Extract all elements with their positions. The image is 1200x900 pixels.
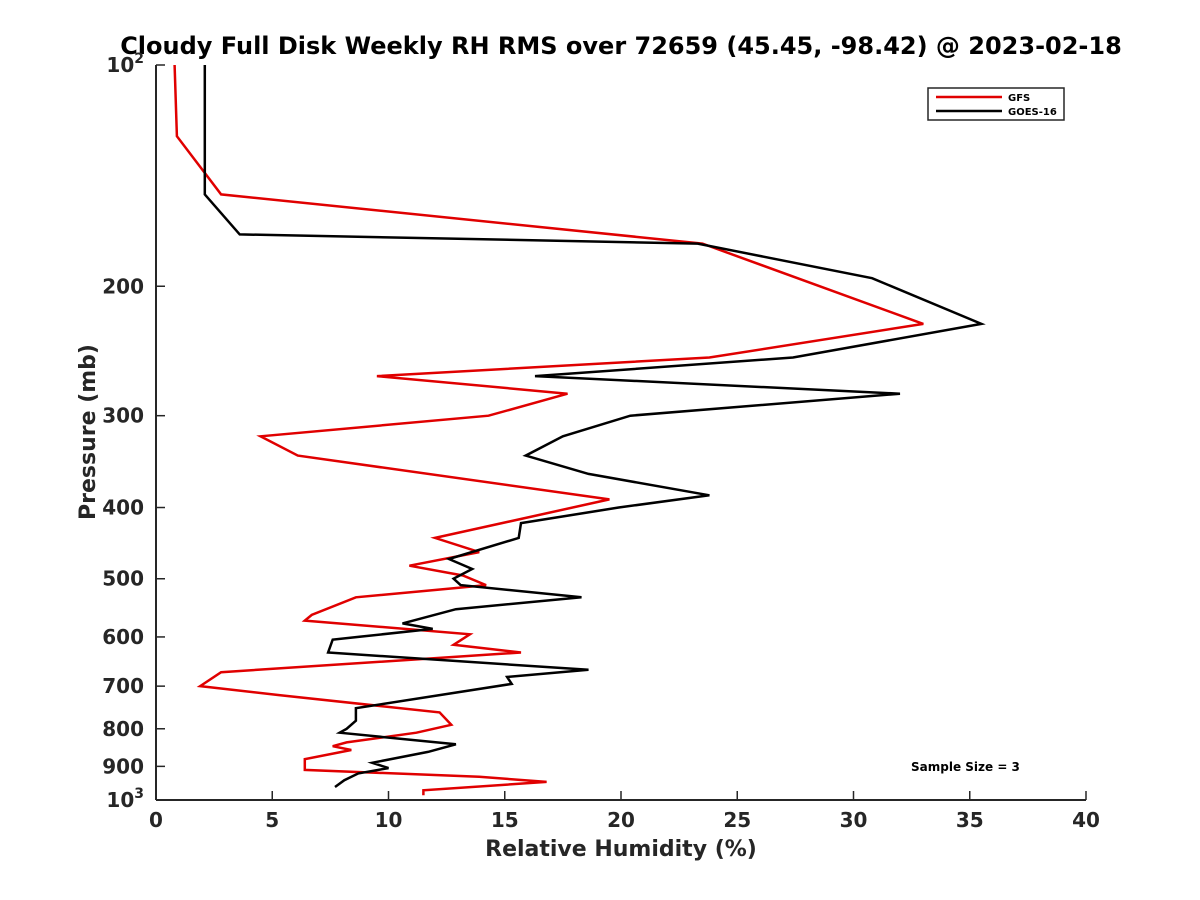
- legend: GFS GOES-16: [927, 87, 1065, 121]
- y-tick-label: 900: [102, 754, 144, 778]
- legend-label-goes16: GOES-16: [1008, 107, 1057, 118]
- y-tick-label: 300: [102, 404, 144, 428]
- legend-box: [927, 87, 1065, 121]
- y-tick-label: 400: [102, 496, 144, 520]
- x-tick-label: 40: [1072, 808, 1100, 832]
- y-tick-label: 103: [106, 786, 144, 812]
- x-axis-label: Relative Humidity (%): [485, 837, 757, 862]
- legend-label-gfs: GFS: [1008, 93, 1030, 104]
- x-tick-label: 15: [491, 808, 519, 832]
- sample-size-annotation: Sample Size = 3: [911, 760, 1020, 774]
- series-layer: [173, 64, 986, 796]
- y-tick-label: 102: [106, 51, 144, 77]
- y-ticks: 102 200 300 400 500 600 700 800 900 103: [102, 51, 165, 812]
- series-line-goes16: [203, 65, 986, 789]
- y-tick-label: 200: [102, 274, 144, 298]
- x-ticks: 0 5 10 15 20 25 30 35 40: [149, 791, 1100, 832]
- x-tick-label: 35: [956, 808, 984, 832]
- chart-title: Cloudy Full Disk Weekly RH RMS over 7265…: [120, 32, 1122, 60]
- y-tick-label: 700: [102, 674, 144, 698]
- series-line-gfs: [173, 64, 924, 796]
- x-tick-label: 5: [265, 808, 279, 832]
- x-tick-label: 20: [607, 808, 635, 832]
- x-tick-label: 10: [375, 808, 403, 832]
- x-tick-label: 30: [840, 808, 868, 832]
- y-tick-label: 500: [102, 567, 144, 591]
- x-tick-label: 0: [149, 808, 163, 832]
- y-tick-label: 600: [102, 625, 144, 649]
- y-tick-label: 800: [102, 717, 144, 741]
- y-axis-label: Pressure (mb): [76, 344, 101, 520]
- x-tick-label: 25: [723, 808, 751, 832]
